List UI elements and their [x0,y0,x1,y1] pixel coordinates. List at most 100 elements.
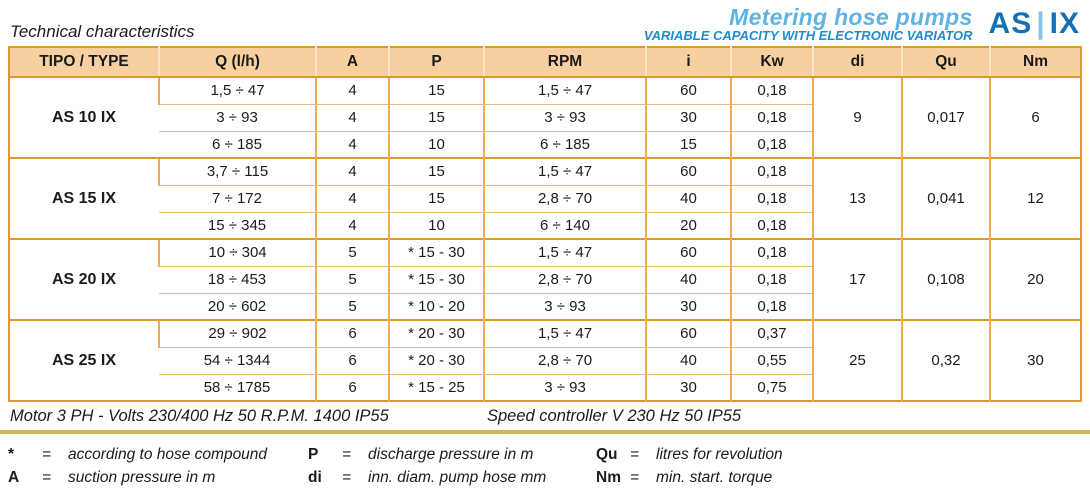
cell-qu: 0,041 [901,157,990,239]
legend-description: min. start. torque [656,469,773,486]
cell-i: 60 [645,238,731,266]
legend-description: discharge pressure in m [368,446,534,463]
series-left: AS [988,7,1033,41]
cell-i: 15 [645,130,731,158]
cell-rpm: 3 ÷ 93 [483,103,646,131]
cell-kw: 0,18 [730,265,813,293]
series-right: IX [1049,7,1080,41]
legend-column: P = discharge pressure in m di = inn. di… [308,446,596,487]
cell-rpm: 2,8 ÷ 70 [483,265,646,293]
cell-kw: 0,18 [730,76,813,104]
legend-description: suction pressure in m [68,469,216,486]
cell-a: 6 [315,319,389,347]
cell-kw: 0,75 [730,373,813,401]
legend-symbol: Qu [596,446,618,463]
col-header-nm: Nm [989,47,1081,78]
legend-equals: = [42,446,52,463]
cell-p: 15 [388,157,484,185]
legend-equals: = [342,469,352,486]
table-row: 7 ÷ 172 4 15 2,8 ÷ 70 40 0,18 [9,184,1081,212]
cell-qu: 0,017 [901,76,990,158]
cell-q: 10 ÷ 304 [158,238,316,266]
cell-q: 29 ÷ 902 [158,319,316,347]
table-row: 58 ÷ 1785 6 * 15 - 25 3 ÷ 93 30 0,75 [9,373,1081,401]
legend-description: according to hose compound [68,446,268,463]
cell-kw: 0,18 [730,184,813,212]
cell-nm: 12 [989,157,1081,239]
table-row: 3 ÷ 93 4 15 3 ÷ 93 30 0,18 [9,103,1081,131]
cell-p: 10 [388,211,484,239]
legend-column: * = according to hose compound A = sucti… [8,446,308,487]
cell-i: 20 [645,211,731,239]
table-row: 20 ÷ 602 5 * 10 - 20 3 ÷ 93 30 0,18 [9,292,1081,320]
product-title: Metering hose pumps [729,4,973,31]
cell-a: 5 [315,238,389,266]
col-header-type: TIPO / TYPE [9,47,159,78]
cell-a: 4 [315,184,389,212]
cell-q: 3 ÷ 93 [159,103,316,131]
cell-q: 58 ÷ 1785 [159,373,316,401]
cell-kw: 0,18 [730,157,813,185]
legend-symbol: di [308,469,322,486]
cell-rpm: 1,5 ÷ 47 [483,319,646,347]
cell-i: 30 [645,292,731,320]
cell-rpm: 1,5 ÷ 47 [483,76,646,104]
table-row: AS 20 IX 10 ÷ 304 5 * 15 - 30 1,5 ÷ 47 6… [9,238,1081,320]
cell-p: 15 [388,184,484,212]
legend-item: Qu = litres for revolution [596,446,1090,464]
cell-rpm: 3 ÷ 93 [483,292,646,320]
title-area: Metering hose pumps VARIABLE CAPACITY WI… [644,5,1082,43]
legend-symbol: * [8,446,15,463]
cell-rpm: 2,8 ÷ 70 [483,346,646,374]
cell-di: 13 [812,157,902,239]
product-titles: Metering hose pumps VARIABLE CAPACITY WI… [644,5,973,43]
col-header-qu: Qu [901,47,990,78]
cell-a: 5 [315,265,389,293]
cell-a: 6 [315,346,389,374]
pump-type: AS 20 IX [9,238,159,320]
product-subtitle: VARIABLE CAPACITY WITH ELECTRONIC VARIAT… [643,28,973,44]
legend-item: di = inn. diam. pump hose mm [308,469,596,487]
cell-nm: 30 [989,319,1081,401]
cell-i: 60 [645,157,731,185]
legend-item: Nm = min. start. torque [596,469,1090,487]
cell-nm: 20 [989,238,1081,320]
cell-q: 15 ÷ 345 [159,211,316,239]
cell-q: 6 ÷ 185 [159,130,316,158]
legend-item: P = discharge pressure in m [308,446,596,464]
legend-symbol: A [8,469,20,486]
legend-column: Qu = litres for revolution Nm = min. sta… [596,446,1090,487]
cell-p: * 20 - 30 [388,319,484,347]
col-header-a: A [315,47,389,78]
cell-q: 7 ÷ 172 [159,184,316,212]
cell-q: 20 ÷ 602 [159,292,316,320]
cell-p: 15 [388,103,484,131]
cell-rpm: 6 ÷ 185 [483,130,646,158]
table-row: 15 ÷ 345 4 10 6 ÷ 140 20 0,18 [9,211,1081,239]
cell-i: 30 [645,103,731,131]
cell-p: 10 [388,130,484,158]
legend-description: litres for revolution [656,446,783,463]
table-row: AS 15 IX 3,7 ÷ 115 4 15 1,5 ÷ 47 60 0,18… [9,157,1081,239]
col-header-di: di [812,47,902,78]
cell-kw: 0,55 [730,346,813,374]
col-header-rpm: RPM [483,47,646,78]
speed-controller-spec: Speed controller V 230 Hz 50 IP55 [487,407,742,425]
cell-kw: 0,18 [730,103,813,131]
cell-p: * 15 - 25 [388,373,484,401]
table-row: AS 25 IX 29 ÷ 902 6 * 20 - 30 1,5 ÷ 47 6… [9,319,1081,401]
cell-a: 4 [315,103,389,131]
technical-characteristics-table: TIPO / TYPE Q (l/h) A P RPM i Kw di Qu N… [8,46,1082,402]
cell-q: 54 ÷ 1344 [159,346,316,374]
cell-kw: 0,18 [730,130,813,158]
cell-i: 60 [645,76,731,104]
legend-equals: = [42,469,52,486]
cell-rpm: 2,8 ÷ 70 [483,184,646,212]
cell-rpm: 6 ÷ 140 [483,211,646,239]
table-row: 18 ÷ 453 5 * 15 - 30 2,8 ÷ 70 40 0,18 [9,265,1081,293]
col-header-i: i [645,47,731,78]
cell-i: 60 [645,319,731,347]
cell-a: 5 [315,292,389,320]
cell-qu: 0,108 [901,238,990,320]
